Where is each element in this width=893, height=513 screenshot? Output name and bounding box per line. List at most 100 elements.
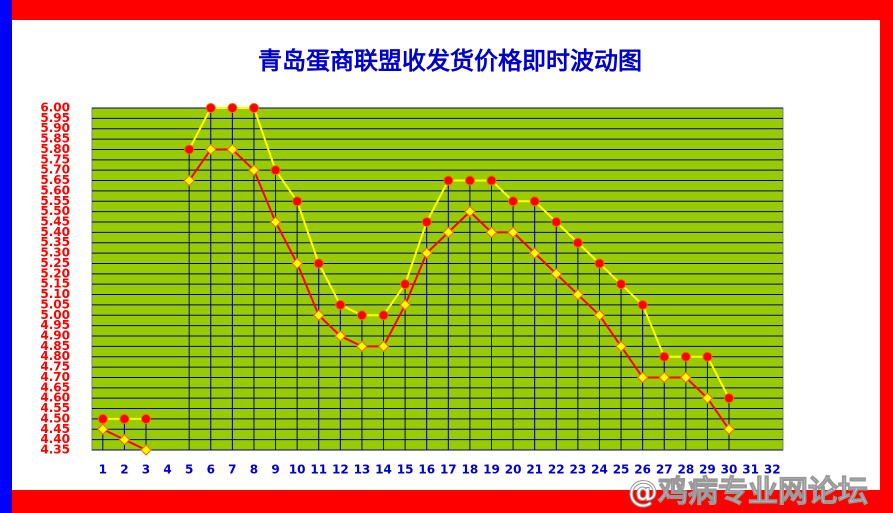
x-tick-label: 1 [99, 463, 107, 477]
y-tick-label: 5.75 [40, 152, 70, 166]
x-tick-label: 8 [250, 463, 258, 477]
x-tick-label: 29 [699, 463, 716, 477]
marker [723, 423, 735, 435]
y-tick-label: 4.90 [40, 329, 70, 343]
y-tick-label: 4.65 [40, 380, 70, 394]
marker [270, 165, 281, 176]
x-tick-label: 31 [742, 463, 759, 477]
marker [724, 393, 735, 404]
x-tick-label: 10 [289, 463, 306, 477]
x-tick-label: 6 [207, 463, 215, 477]
marker [183, 174, 195, 187]
frame-left [0, 0, 12, 513]
y-tick-label: 4.45 [40, 422, 70, 436]
marker [464, 175, 475, 186]
watermark: @鸡病专业网论坛 [628, 475, 868, 510]
marker [572, 237, 583, 248]
marker [377, 340, 390, 353]
marker [399, 299, 411, 311]
x-tick-label: 18 [462, 463, 479, 477]
y-tick-label: 4.85 [40, 339, 70, 353]
marker [680, 351, 691, 362]
plot: 6.005.955.905.855.805.755.705.655.605.55… [40, 101, 784, 477]
x-tick-label: 24 [591, 463, 608, 477]
marker [551, 217, 562, 227]
x-tick-label: 5 [185, 463, 193, 477]
y-tick-label: 4.70 [40, 370, 70, 384]
y-tick-label: 5.15 [40, 277, 70, 291]
y-tick-label: 5.05 [40, 297, 70, 311]
marker [701, 392, 714, 404]
marker [227, 103, 238, 113]
marker [529, 196, 540, 207]
marker [335, 299, 346, 310]
marker [97, 423, 109, 435]
y-tick-label: 5.70 [40, 163, 70, 177]
x-tick-label: 4 [163, 463, 171, 477]
marker [680, 371, 692, 384]
x-tick-label: 25 [613, 463, 630, 477]
marker [97, 413, 108, 424]
marker [528, 247, 541, 259]
x-tick-label: 15 [397, 463, 414, 477]
x-tick-label: 11 [310, 463, 327, 477]
y-tick-label: 5.80 [40, 142, 70, 156]
marker [184, 144, 195, 155]
y-tick-label: 4.50 [40, 411, 70, 425]
marker [486, 175, 497, 186]
x-tick-label: 21 [526, 463, 543, 477]
marker [140, 413, 151, 424]
y-tick-label: 5.40 [40, 225, 70, 239]
x-tick-label: 2 [120, 463, 128, 477]
chart-title: 青岛蛋商联盟收发货价格即时波动图 [258, 47, 642, 75]
marker [205, 143, 217, 156]
y-tick-label: 4.75 [40, 360, 70, 374]
marker [464, 205, 476, 218]
marker [313, 258, 324, 269]
marker [508, 196, 519, 207]
marker [292, 196, 303, 207]
marker [615, 340, 627, 353]
y-tick-label: 5.10 [40, 287, 70, 301]
marker [334, 330, 347, 342]
x-tick-label: 9 [271, 463, 279, 477]
marker [291, 257, 303, 270]
x-tick-label: 27 [656, 463, 673, 477]
x-tick-label: 20 [505, 463, 522, 477]
y-tick-label: 5.85 [40, 132, 70, 146]
x-tick-label: 7 [228, 463, 236, 477]
x-tick-label: 26 [634, 463, 651, 477]
x-tick-label: 30 [721, 463, 738, 477]
x-tick-label: 19 [483, 463, 500, 477]
marker [442, 226, 455, 239]
y-tick-label: 5.65 [40, 173, 70, 187]
x-tick-label: 13 [354, 463, 371, 477]
marker [616, 279, 627, 290]
marker [443, 175, 454, 186]
y-tick-label: 5.95 [40, 111, 70, 125]
y-tick-label: 5.60 [40, 183, 70, 197]
y-tick-label: 5.35 [40, 235, 70, 249]
marker [378, 310, 389, 321]
y-tick-label: 4.95 [40, 318, 70, 332]
marker [119, 413, 130, 424]
x-tick-label: 32 [764, 463, 781, 477]
marker [400, 279, 411, 290]
y-tick-label: 5.50 [40, 204, 70, 218]
y-tick-label: 5.45 [40, 215, 70, 229]
plot-background [91, 107, 784, 451]
y-tick-label: 5.20 [40, 266, 70, 280]
marker [140, 444, 152, 456]
y-tick-label: 5.00 [40, 308, 70, 322]
marker [550, 268, 562, 280]
x-tick-label: 28 [677, 463, 694, 477]
marker [485, 226, 498, 239]
x-tick-label: 12 [332, 463, 349, 477]
marker [658, 371, 670, 384]
marker [593, 309, 606, 321]
marker [356, 310, 367, 321]
x-tick-label: 22 [548, 463, 565, 477]
marker [636, 371, 649, 384]
